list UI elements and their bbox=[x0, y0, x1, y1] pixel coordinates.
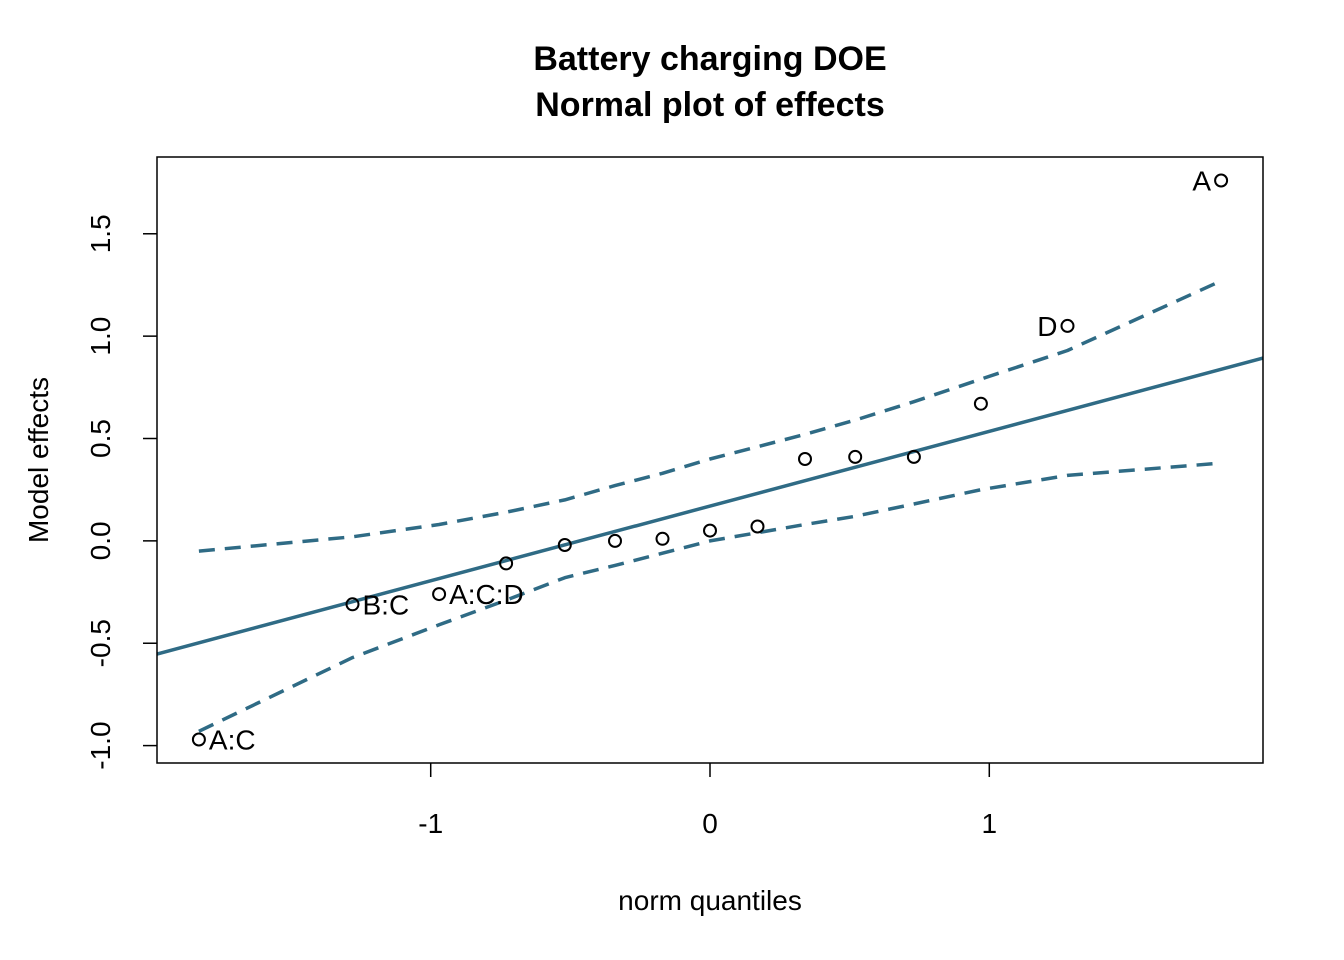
reference-line bbox=[157, 356, 1263, 656]
axis-ticks: -1 0 1 -1.0 -0.5 0.0 0.5 1.0 1.5 bbox=[85, 214, 997, 839]
confidence-band-lower bbox=[198, 461, 1222, 733]
reference-line-group bbox=[157, 356, 1263, 656]
point-label: B:C bbox=[363, 589, 410, 620]
data-point bbox=[557, 538, 572, 552]
x-tick-label: -1 bbox=[418, 808, 443, 839]
x-axis-label: norm quantiles bbox=[618, 885, 802, 916]
confidence-band-upper bbox=[198, 279, 1222, 553]
point-label: D bbox=[1037, 311, 1057, 342]
data-point bbox=[1214, 173, 1229, 188]
point-label: A:C bbox=[209, 725, 256, 756]
point-label: A bbox=[1192, 166, 1211, 197]
y-tick-label: 0.0 bbox=[85, 521, 116, 560]
data-point bbox=[750, 519, 765, 534]
data-point bbox=[1060, 318, 1075, 333]
y-tick-label: -1.0 bbox=[85, 721, 116, 769]
chart-title-line-2: Normal plot of effects bbox=[535, 86, 884, 124]
data-point bbox=[191, 732, 206, 747]
data-point bbox=[798, 452, 812, 466]
data-point bbox=[345, 597, 360, 612]
data-point bbox=[432, 587, 447, 602]
chart-title-line-1: Battery charging DOE bbox=[533, 40, 886, 78]
y-axis-label: Model effects bbox=[23, 377, 54, 543]
data-point bbox=[608, 533, 622, 548]
y-tick-label: 0.5 bbox=[85, 419, 116, 458]
y-tick-label: 1.0 bbox=[85, 317, 116, 356]
x-tick-label: 0 bbox=[702, 808, 718, 839]
point-label: A:C:D bbox=[449, 579, 524, 610]
y-tick-label: -0.5 bbox=[85, 619, 116, 667]
confidence-band bbox=[198, 279, 1222, 733]
data-point bbox=[703, 523, 717, 538]
y-tick-label: 1.5 bbox=[85, 214, 116, 253]
data-point bbox=[655, 531, 670, 546]
data-point bbox=[973, 396, 988, 411]
data-points: A:C B:C A:C:D D A bbox=[191, 166, 1229, 756]
x-tick-label: 1 bbox=[982, 808, 998, 839]
data-point bbox=[848, 449, 863, 464]
plot-frame bbox=[156, 156, 1264, 764]
data-point bbox=[499, 556, 514, 571]
data-point bbox=[906, 449, 921, 464]
